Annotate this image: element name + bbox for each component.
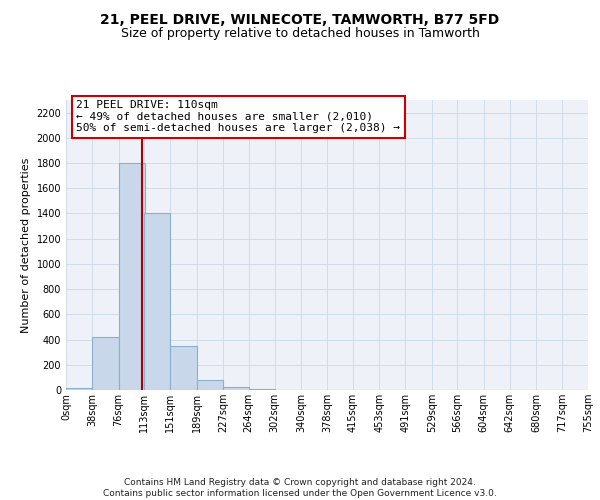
Bar: [223, 387, 249, 390]
Bar: [92, 337, 119, 390]
Text: Contains HM Land Registry data © Crown copyright and database right 2024.
Contai: Contains HM Land Registry data © Crown c…: [103, 478, 497, 498]
Text: Size of property relative to detached houses in Tamworth: Size of property relative to detached ho…: [121, 28, 479, 40]
Bar: [197, 380, 223, 390]
Bar: [170, 346, 197, 390]
Bar: [248, 388, 275, 390]
Text: 21, PEEL DRIVE, WILNECOTE, TAMWORTH, B77 5FD: 21, PEEL DRIVE, WILNECOTE, TAMWORTH, B77…: [100, 12, 500, 26]
Text: 21 PEEL DRIVE: 110sqm
← 49% of detached houses are smaller (2,010)
50% of semi-d: 21 PEEL DRIVE: 110sqm ← 49% of detached …: [76, 100, 400, 133]
Y-axis label: Number of detached properties: Number of detached properties: [21, 158, 31, 332]
Bar: [144, 214, 170, 390]
Bar: [66, 388, 92, 390]
Bar: [119, 163, 145, 390]
